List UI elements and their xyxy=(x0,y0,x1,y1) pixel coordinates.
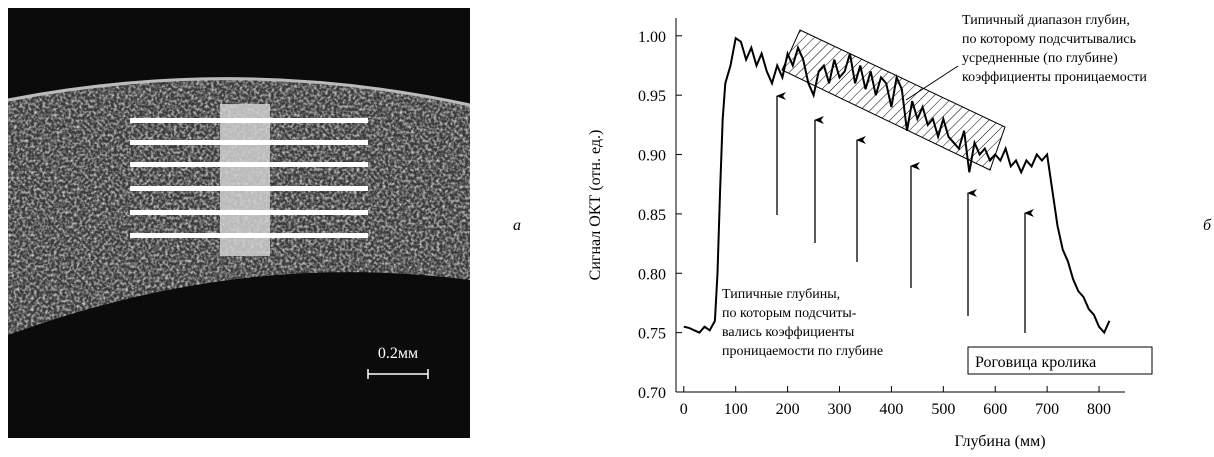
x-tick-label: 500 xyxy=(931,401,955,418)
annotation: Типичные глубины, xyxy=(722,287,840,302)
x-tick-label: 300 xyxy=(828,401,852,418)
depth-arrows xyxy=(776,92,1034,333)
annotation: Типичный диапазон глубин, xyxy=(962,13,1130,28)
annotation: усредненные (по глубине) xyxy=(962,51,1118,66)
x-tick-label: 100 xyxy=(724,401,748,418)
y-tick-label: 0.85 xyxy=(638,207,666,224)
panel-label: б xyxy=(1203,217,1212,234)
y-tick-label: 0.80 xyxy=(638,266,666,283)
x-tick-label: 800 xyxy=(1087,401,1111,418)
annotation: коэффициенты проницаемости xyxy=(962,70,1147,85)
y-tick-label: 0.90 xyxy=(638,148,666,165)
scale-bar xyxy=(367,369,429,379)
x-tick-label: 600 xyxy=(983,401,1007,418)
annotation: по которым подсчиты- xyxy=(722,306,857,321)
x-tick-label: 700 xyxy=(1035,401,1059,418)
y-tick-label: 0.95 xyxy=(638,88,666,105)
x-tick-label: 0 xyxy=(680,401,688,418)
leader-line xyxy=(905,65,959,101)
annotation: вались коэффициенты xyxy=(722,325,855,340)
signal-line xyxy=(683,36,1111,335)
x-tick-label: 400 xyxy=(879,401,903,418)
annotation: по которому подсчитывались xyxy=(962,32,1136,47)
y-tick-label: 0.70 xyxy=(638,385,666,402)
label-box xyxy=(967,346,1153,375)
x-tick-label: 200 xyxy=(776,401,800,418)
averaging-window xyxy=(220,104,270,256)
annotation: проницаемости по глубине xyxy=(722,344,883,359)
scale-bar-label: 0.2мм xyxy=(378,345,418,362)
x-axis-label: Глубина (мм) xyxy=(954,433,1045,450)
epithelium-edge xyxy=(7,77,471,107)
y-axis-label: Сигнал ОКТ (отн. ед.) xyxy=(587,130,604,281)
y-tick-label: 0.75 xyxy=(638,326,666,343)
y-tick-label: 1.00 xyxy=(638,29,666,46)
annotation: Роговица кролика xyxy=(975,354,1096,371)
scan-lines xyxy=(130,118,368,238)
panel-label: а xyxy=(513,217,521,234)
